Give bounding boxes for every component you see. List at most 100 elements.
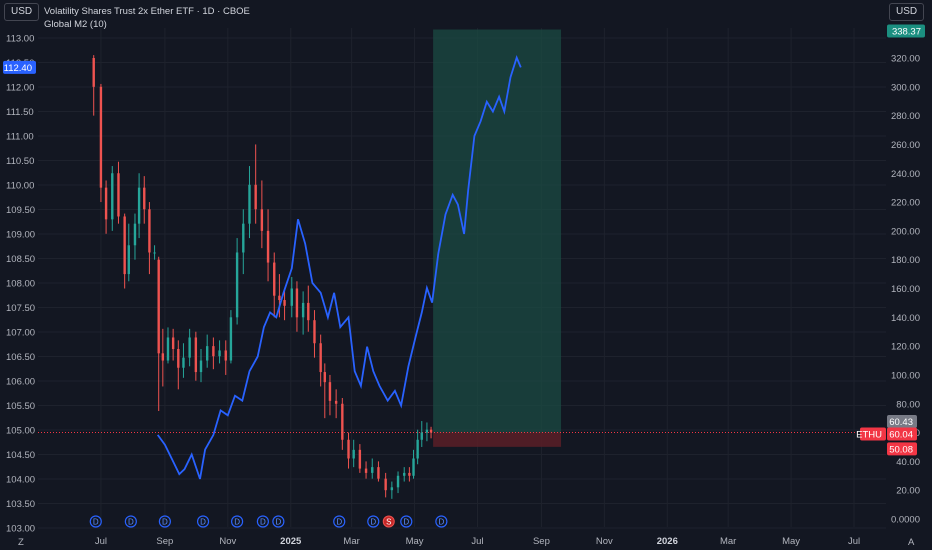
symbol-tag-text: ETHU — [856, 430, 882, 441]
right-tick-label: 120.00 — [891, 342, 920, 353]
candle-body — [123, 216, 126, 275]
axis-corner: Z A — [18, 537, 915, 548]
time-tick-label: Jul — [471, 536, 483, 547]
candle-body — [133, 223, 137, 246]
right-tick-label: 40.00 — [896, 457, 920, 468]
candle-body — [171, 337, 175, 350]
left-tick-label: 113.00 — [6, 34, 34, 45]
candle-body — [295, 288, 299, 318]
entry-price-tag-bg — [887, 415, 917, 429]
dividend-event[interactable]: D — [196, 515, 210, 528]
dividend-event[interactable]: D — [158, 515, 171, 528]
candle-body — [364, 468, 368, 473]
right-tick-label: 20.00 — [896, 486, 920, 497]
candle-body — [334, 400, 338, 404]
event-badge — [382, 515, 395, 528]
time-tick-label: Nov — [596, 536, 613, 547]
currency-right-button[interactable]: USD — [889, 3, 925, 21]
time-tick-label: Nov — [219, 536, 236, 547]
left-axis: 113.00112.50112.00111.50111.00110.50110.… — [6, 34, 35, 535]
left-tick-label: 103.50 — [6, 499, 35, 510]
candle-body — [278, 295, 281, 301]
candle-body — [242, 223, 245, 253]
event-letter: D — [162, 518, 168, 527]
indicator-label[interactable]: Global M2 (10) — [44, 19, 107, 30]
right-tick-label: 240.00 — [891, 169, 920, 180]
time-tick-label: Sep — [156, 536, 173, 547]
time-tick-label: Mar — [343, 536, 359, 547]
target-price-tag: 338.37 — [887, 24, 925, 38]
event-letter: D — [403, 518, 409, 527]
corner-right-label: A — [908, 537, 915, 548]
currency-left-button[interactable]: USD — [4, 3, 40, 21]
dividend-event[interactable]: D — [367, 515, 380, 528]
right-tick-label: 280.00 — [891, 111, 920, 122]
right-tick-label: 220.00 — [891, 198, 920, 209]
corner-left-label: Z — [18, 537, 24, 548]
right-tick-label: 180.00 — [891, 255, 920, 266]
candle-body — [212, 346, 215, 357]
split-event[interactable]: S — [382, 515, 395, 528]
candle-body — [218, 350, 221, 357]
right-axis: 320.00 300.00 280.00 260.00 240.00 220.00 200.… — [891, 54, 920, 526]
symbol-title[interactable]: Volatility Shares Trust 2x Ether ETF · 1… — [44, 6, 250, 17]
candle-body — [199, 360, 203, 373]
time-tick-label: Sep — [533, 536, 550, 547]
left-tick-label: 110.50 — [6, 156, 34, 167]
candle-body — [117, 173, 120, 217]
candle-body — [328, 382, 332, 401]
candle-body — [148, 209, 151, 253]
dividend-event[interactable]: D — [272, 515, 285, 528]
candle-body — [384, 478, 387, 491]
left-tick-label: 108.00 — [6, 279, 35, 290]
price-tags: 112.40 338.37 60.43 ETHU 60.04 50.08 — [3, 24, 925, 456]
dividend-event[interactable]: D — [256, 515, 269, 528]
candle-body — [323, 372, 326, 383]
candle-body — [161, 353, 165, 361]
last-price-tag-text: 60.04 — [889, 430, 913, 441]
event-letter: D — [275, 518, 281, 527]
candlestick-series — [92, 55, 433, 499]
candle-body — [371, 467, 374, 473]
dividend-event[interactable]: D — [333, 515, 346, 528]
dividend-event[interactable]: D — [231, 515, 244, 528]
candle-body — [235, 252, 239, 318]
left-tick-label: 104.50 — [6, 450, 35, 461]
global-m2-line — [156, 54, 522, 480]
last-price-tag-bg — [887, 427, 917, 441]
candle-body — [377, 467, 380, 479]
candle-body — [429, 429, 433, 433]
candle-body — [99, 86, 103, 188]
stop-price-tag: 50.08 — [887, 442, 917, 456]
left-tick-label: 105.50 — [6, 401, 35, 412]
target-zone[interactable] — [433, 29, 562, 433]
event-letter: D — [93, 518, 99, 527]
event-badge — [272, 515, 285, 528]
candle-body — [273, 262, 276, 296]
entry-price-tag-text: 60.43 — [889, 417, 913, 428]
candle-body — [127, 245, 130, 275]
event-letter: D — [234, 518, 240, 527]
left-tick-label: 104.00 — [6, 475, 35, 486]
event-letter: S — [386, 518, 391, 527]
candle-body — [224, 350, 227, 361]
dividend-event[interactable]: D — [89, 515, 102, 528]
dividend-event[interactable]: D — [124, 515, 137, 528]
stop-zone[interactable] — [433, 432, 562, 447]
time-tick-label: Mar — [720, 536, 736, 547]
dividend-event[interactable]: D — [435, 515, 448, 528]
entry-price-tag: 60.43 — [887, 415, 917, 429]
event-letter: D — [336, 518, 342, 527]
left-tick-label: 106.00 — [6, 377, 35, 388]
right-tick-label: 200.00 — [891, 226, 920, 237]
candle-body — [307, 302, 310, 321]
dividend-event[interactable]: D — [400, 515, 413, 528]
candle-body — [157, 259, 160, 354]
position-zones — [433, 29, 562, 447]
event-badge — [231, 515, 244, 528]
candle-body — [408, 472, 411, 476]
candle-body — [416, 439, 419, 459]
stop-price-tag-text: 50.08 — [889, 444, 913, 455]
candle-body — [143, 187, 146, 210]
